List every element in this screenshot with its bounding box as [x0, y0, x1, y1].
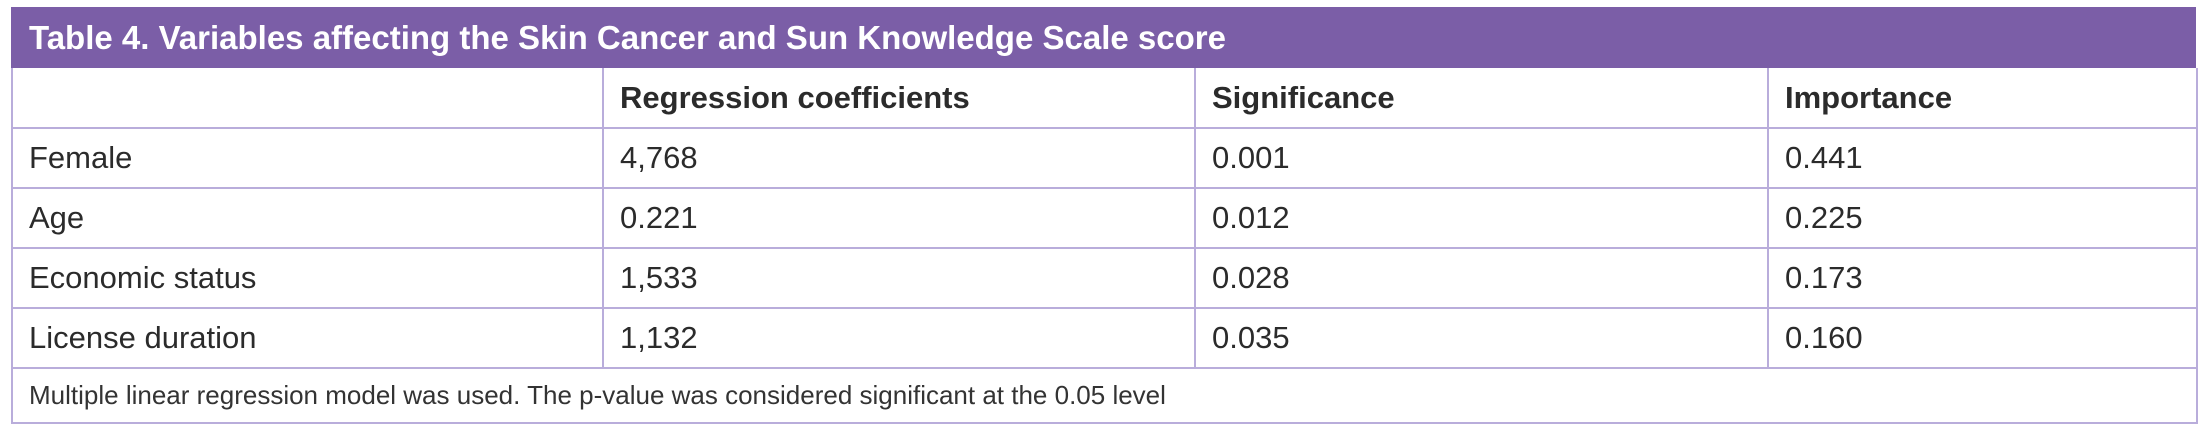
table-row: Female 4,768 0.001 0.441	[11, 127, 2198, 189]
table-cell: 0.441	[1767, 127, 2198, 189]
table-cell: 1,132	[602, 307, 1196, 369]
table-cell: Female	[11, 127, 604, 189]
table-cell: Economic status	[11, 247, 604, 309]
table-cell: 0.001	[1194, 127, 1769, 189]
table-cell: License duration	[11, 307, 604, 369]
table-row: Age 0.221 0.012 0.225	[11, 187, 2198, 249]
footnote: Multiple linear regression model was use…	[11, 367, 2198, 424]
footnote-row: Multiple linear regression model was use…	[11, 367, 2198, 424]
header-cell	[11, 68, 604, 129]
header-row: Regression coefficients Significance Imp…	[11, 68, 2198, 129]
table-cell: 1,533	[602, 247, 1196, 309]
table-cell: 0.012	[1194, 187, 1769, 249]
table-cell: 0.173	[1767, 247, 2198, 309]
table: Regression coefficients Significance Imp…	[11, 68, 2198, 424]
table-container: Table 4. Variables affecting the Skin Ca…	[11, 7, 2198, 424]
table-cell: 0.028	[1194, 247, 1769, 309]
table-cell: 4,768	[602, 127, 1196, 189]
table-body: Regression coefficients Significance Imp…	[11, 68, 2198, 424]
table-cell: 0.035	[1194, 307, 1769, 369]
table-title: Table 4. Variables affecting the Skin Ca…	[11, 7, 2196, 68]
header-cell: Significance	[1194, 68, 1769, 129]
table-cell: Age	[11, 187, 604, 249]
table-cell: 0.225	[1767, 187, 2198, 249]
table-row: License duration 1,132 0.035 0.160	[11, 307, 2198, 369]
table-row: Economic status 1,533 0.028 0.173	[11, 247, 2198, 309]
header-cell: Regression coefficients	[602, 68, 1196, 129]
table-cell: 0.160	[1767, 307, 2198, 369]
table-cell: 0.221	[602, 187, 1196, 249]
header-cell: Importance	[1767, 68, 2198, 129]
